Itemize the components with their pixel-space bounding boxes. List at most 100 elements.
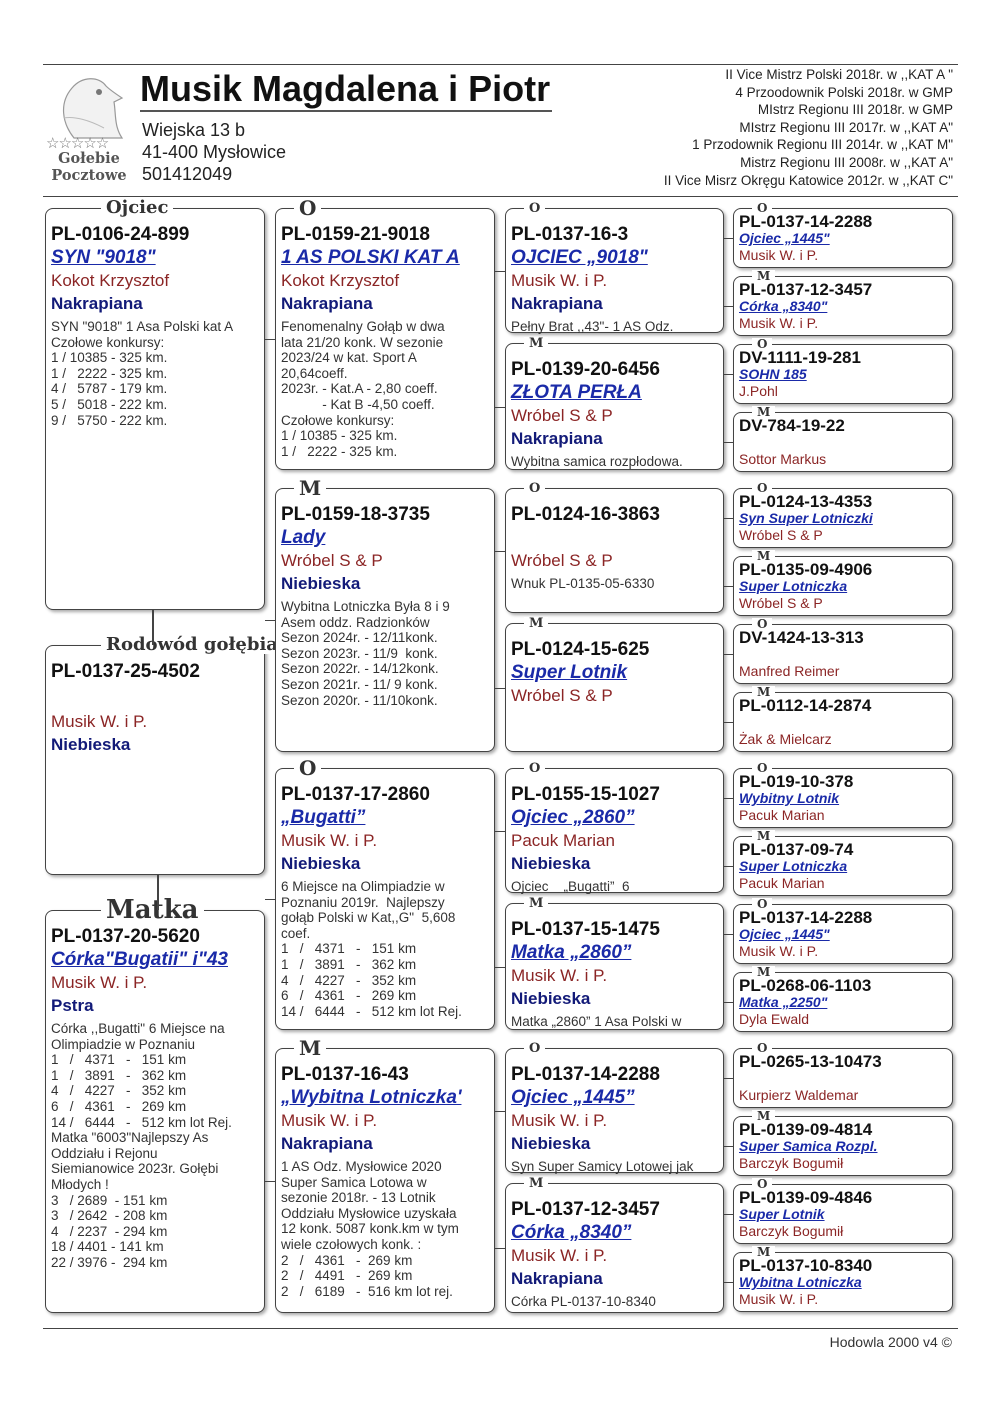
breeder-name: Dyla Ewald bbox=[739, 1011, 810, 1027]
bird-name: Ojciec „1445" bbox=[739, 926, 830, 942]
bird-card[interactable]: M PL-0137-12-3457 Córka „8340" Musik W. i P… bbox=[733, 270, 953, 336]
bird-card[interactable]: O DV-1424-13-313 Manfred Reimer bbox=[733, 618, 953, 684]
bird-name: OJCIEC „9018" bbox=[511, 247, 648, 268]
spacer bbox=[51, 683, 259, 710]
ring-number: PL-0137-16-43 bbox=[281, 1064, 409, 1085]
connector-line bbox=[724, 798, 733, 799]
bird-card[interactable]: M PL-0112-14-2874 Żak & Mielcarz bbox=[733, 686, 953, 752]
bird-name: Syn Super Lotniczki bbox=[739, 510, 873, 526]
ring-number: PL-0139-09-4814 bbox=[739, 1120, 873, 1139]
connector-line bbox=[724, 442, 733, 443]
breeder-name: Musik W. i P. bbox=[511, 1246, 608, 1265]
bird-card[interactable]: M PL-0268-06-1103 Matka „2250" Dyla Ewald bbox=[733, 966, 953, 1032]
plumage-color: Nakrapiana bbox=[281, 294, 373, 313]
bird-card[interactable]: M PL-0137-15-1475 Matka „2860” Musik W. i P… bbox=[505, 896, 724, 1030]
bird-name: Ojciec „2860” bbox=[511, 807, 635, 828]
bird-card[interactable]: M PL-0139-20-6456 ZŁOTA PERŁA Wróbel S & P N… bbox=[505, 336, 724, 470]
note-line: 12 konk. 5087 konk.km w tym bbox=[281, 1221, 459, 1237]
notes: 1 AS Odz. Mysłowice 2020 Super Samica Lot… bbox=[281, 1159, 489, 1299]
plumage-color: Nakrapiana bbox=[511, 1269, 603, 1288]
bird-name bbox=[739, 1070, 947, 1087]
bird-name: Matka „2250" bbox=[739, 994, 828, 1010]
note-line: lata 21/20 konk. W sezonie bbox=[281, 334, 444, 350]
bird-card[interactable]: M PL-0137-10-8340 Wybitna Lotniczka Musik W… bbox=[733, 1246, 953, 1312]
plumage-color: Nakrapiana bbox=[511, 294, 603, 313]
bird-card[interactable]: O DV-1111-19-281 SOHN 185 J.Pohl bbox=[733, 338, 953, 404]
bird-card[interactable]: O PL-0155-15-1027 Ojciec „2860” Pacuk Maria… bbox=[505, 761, 724, 894]
card-label: Rodowód gołębia bbox=[101, 636, 283, 654]
card-label: O bbox=[752, 618, 773, 630]
note-line: Sezon 2024r. - 12/11konk. bbox=[281, 630, 438, 646]
ring-number: PL-0159-18-3735 bbox=[281, 504, 430, 525]
note-line: 1 / 4371 - 151 km bbox=[281, 941, 417, 957]
achievement-line: II Vice Mistrz Polski 2018r. w ,,KAT A " bbox=[725, 67, 953, 82]
note-line: Wybitna Lotniczka Była 8 i 9 bbox=[281, 599, 450, 614]
note-line: Siemianowice 2023r. Gołębi bbox=[51, 1161, 219, 1177]
bird-card[interactable]: M PL-0137-12-3457 Córka „8340” Musik W. i P… bbox=[505, 1176, 724, 1313]
note-line: Córka ,,Bugatti" 6 Miejsce na bbox=[51, 1021, 225, 1036]
bird-name: ZŁOTA PERŁA bbox=[511, 382, 642, 403]
ring-number: PL-0137-15-1475 bbox=[511, 919, 660, 940]
bird-name: 1 AS POLSKI KAT A bbox=[281, 247, 460, 268]
card-label: O bbox=[524, 201, 546, 215]
connector-line bbox=[724, 306, 733, 307]
bird-card[interactable]: Rodowód gołębia PL-0137-25-4502 Musik W. i… bbox=[45, 636, 283, 875]
bird-card[interactable]: O PL-0159-21-9018 1 AS POLSKI KAT A Kokot K… bbox=[275, 198, 495, 470]
breeder-name: Kokot Krzysztof bbox=[51, 271, 170, 290]
bird-card[interactable]: M PL-0159-18-3735 Lady Wróbel S & P Niebiesk… bbox=[275, 478, 495, 752]
bird-name: Córka"Bugatii" i"43 bbox=[51, 949, 228, 970]
bird-card[interactable]: O PL-0137-14-2288 Ojciec „1445” Musik W. i … bbox=[505, 1041, 724, 1174]
card-label: M bbox=[524, 616, 549, 630]
bird-card[interactable]: O PL-0124-13-4353 Syn Super Lotniczki Wróbe… bbox=[733, 482, 953, 548]
bird-card[interactable]: O PL-0137-14-2288 Ojciec „1445" Musik W. i … bbox=[733, 202, 953, 268]
breeder-name: Wróbel S & P bbox=[511, 406, 613, 425]
achievement-line: II Vice Misrz Okręgu Katowice 2012r. w ,… bbox=[663, 172, 953, 188]
breeder-name: Barczyk Bogumił bbox=[739, 1223, 844, 1239]
bird-card[interactable]: O PL-0137-16-3 OJCIEC „9018" Musik W. i P. N… bbox=[505, 201, 724, 334]
bird-card[interactable]: O PL-0137-14-2288 Ojciec „1445" Musik W. i … bbox=[733, 898, 953, 964]
bird-card[interactable]: O PL-019-10-378 Wybitny Lotnik Pacuk Marian bbox=[733, 762, 953, 828]
bird-name bbox=[511, 526, 718, 549]
note-line: 1 AS Odz. Mysłowice 2020 bbox=[281, 1159, 442, 1174]
bird-name: SOHN 185 bbox=[739, 366, 807, 382]
connector-line bbox=[265, 339, 275, 340]
ring-number: PL-0155-15-1027 bbox=[511, 784, 660, 805]
bird-card[interactable]: M PL-0139-09-4814 Super Samica Rozpl. Barcz… bbox=[733, 1110, 953, 1176]
bird-card[interactable]: O PL-0137-17-2860 „Bugatti” Musik W. i P. Ni… bbox=[275, 758, 495, 1030]
card-label: O bbox=[752, 898, 773, 910]
plumage-color: Niebieska bbox=[511, 1134, 591, 1153]
note-line: - Kat B -4,50 coeff. bbox=[281, 396, 435, 412]
bird-card[interactable]: Ojciec PL-0106-24-899 SYN "9018" Kokot Krzy… bbox=[45, 199, 265, 610]
bird-card[interactable]: M DV-784-19-22 Sottor Markus bbox=[733, 406, 953, 472]
note-line: 18 / 4401 - 141 km bbox=[51, 1239, 164, 1255]
breeder-name: Pacuk Marian bbox=[739, 875, 825, 891]
note-line: Czołowe konkursy: bbox=[281, 412, 395, 428]
bird-name bbox=[739, 434, 947, 451]
bird-card[interactable]: M PL-0135-09-4906 Super Lotniczka Wróbel S … bbox=[733, 550, 953, 616]
note-line: 1 / 2222 - 325 km. bbox=[51, 365, 168, 381]
connector-line bbox=[152, 610, 154, 645]
ring-number: PL-0137-17-2860 bbox=[281, 784, 430, 805]
bird-name: Ojciec „1445” bbox=[511, 1087, 635, 1108]
bird-card[interactable]: M PL-0137-09-74 Super Lotniczka Pacuk Maria… bbox=[733, 830, 953, 896]
address-street: Wiejska 13 b bbox=[142, 120, 246, 140]
bird-card[interactable]: O PL-0124-16-3863 Wróbel S & P Wnuk PL-0135… bbox=[505, 481, 724, 613]
note-line: SYN "9018" 1 Asa Polski kat A bbox=[51, 319, 234, 334]
breeder-name: Musik W. i P. bbox=[281, 1111, 378, 1130]
ring-number: PL-0137-14-2288 bbox=[739, 908, 873, 927]
ring-number: PL-0137-16-3 bbox=[511, 224, 629, 245]
note-line: Poznaniu 2019r. Najlepszy bbox=[281, 894, 445, 910]
bird-card[interactable]: M PL-0137-16-43 „Wybitna Lotniczka' Musik W… bbox=[275, 1038, 495, 1313]
bird-card[interactable]: O PL-0139-09-4846 Super Lotnik Barczyk Bogu… bbox=[733, 1178, 953, 1244]
achievements-list: II Vice Mistrz Polski 2018r. w ,,KAT A "… bbox=[664, 66, 953, 189]
bird-name: Ojciec „1445" bbox=[739, 230, 830, 246]
bird-card[interactable]: Matka PL-0137-20-5620 Córka"Bugatii" i"43 M… bbox=[45, 897, 265, 1313]
bird-card[interactable]: O PL-0265-13-10473 Kurpierz Waldemar bbox=[733, 1042, 953, 1108]
connector-line bbox=[724, 1282, 733, 1283]
bird-card[interactable]: M PL-0124-15-625 Super Lotnik Wróbel S & P bbox=[505, 616, 724, 752]
pigeon-head-icon bbox=[63, 78, 124, 139]
bird-name: Lady bbox=[281, 527, 326, 548]
card-label: O bbox=[752, 202, 773, 214]
header-rule bbox=[43, 196, 958, 197]
connector-line bbox=[724, 934, 733, 935]
